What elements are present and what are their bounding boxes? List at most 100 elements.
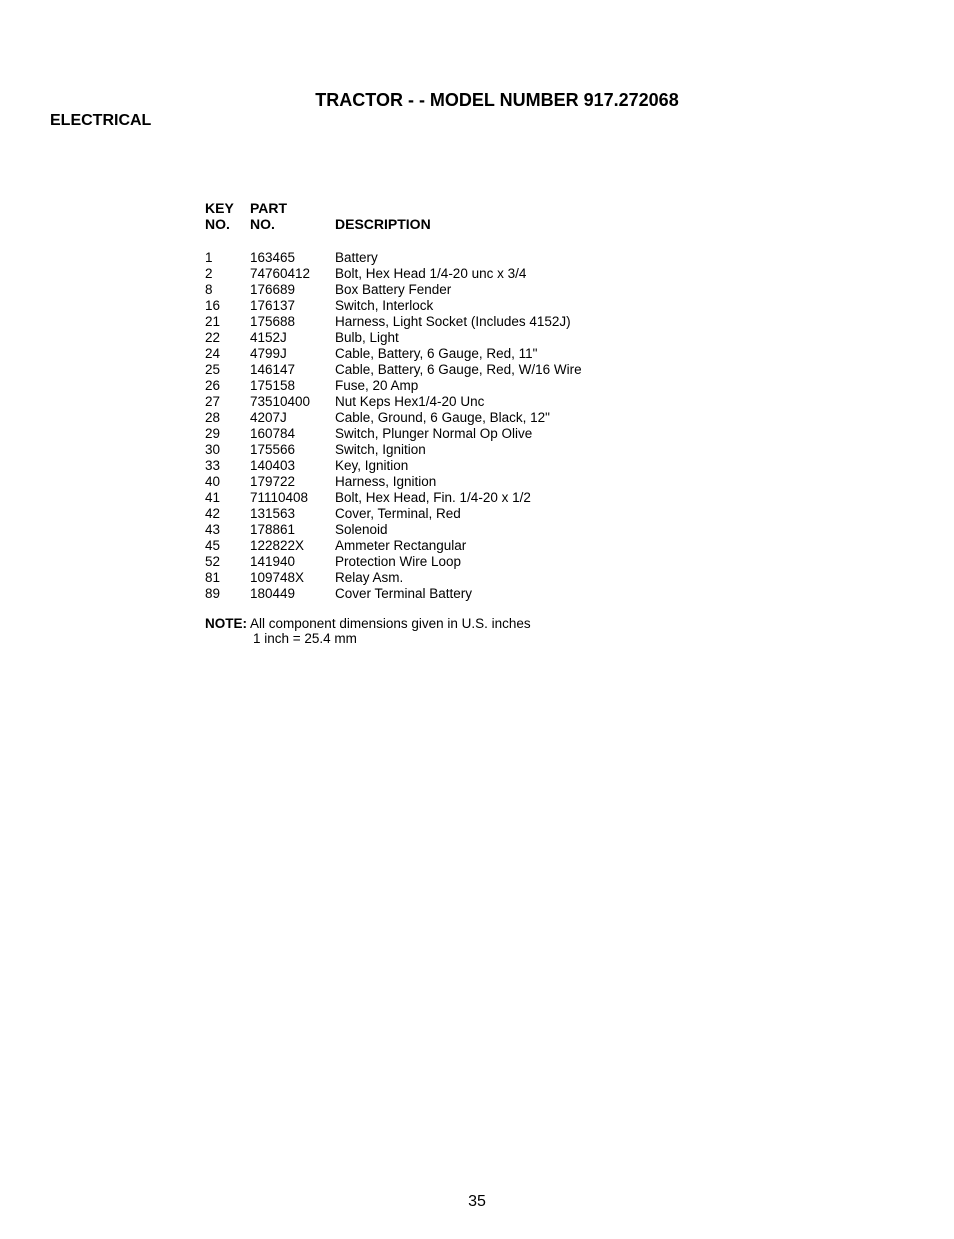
cell-desc: Bolt, Hex Head, Fin. 1/4-20 x 1/2	[335, 490, 675, 506]
cell-part: 163465	[250, 250, 335, 266]
table-row: 2773510400Nut Keps Hex1/4-20 Unc	[205, 394, 675, 410]
cell-part: 160784	[250, 426, 335, 442]
cell-key: 30	[205, 442, 250, 458]
cell-key: 16	[205, 298, 250, 314]
cell-desc: Harness, Light Socket (Includes 4152J)	[335, 314, 675, 330]
header-part-l1: PART	[250, 200, 335, 216]
cell-desc: Switch, Plunger Normal Op Olive	[335, 426, 675, 442]
cell-desc: Fuse, 20 Amp	[335, 378, 675, 394]
note-label: NOTE:	[205, 616, 247, 631]
cell-part: 176689	[250, 282, 335, 298]
table-row: 40179722Harness, Ignition	[205, 474, 675, 490]
cell-part: 146147	[250, 362, 335, 378]
cell-desc: Ammeter Rectangular	[335, 538, 675, 554]
cell-desc: Cable, Ground, 6 Gauge, Black, 12"	[335, 410, 675, 426]
table-row: 43178861Solenoid	[205, 522, 675, 538]
table-row: 42131563Cover, Terminal, Red	[205, 506, 675, 522]
cell-key: 43	[205, 522, 250, 538]
header-part-l2: NO.	[250, 216, 335, 232]
cell-desc: Cable, Battery, 6 Gauge, Red, W/16 Wire	[335, 362, 675, 378]
cell-key: 21	[205, 314, 250, 330]
cell-desc: Box Battery Fender	[335, 282, 675, 298]
cell-key: 41	[205, 490, 250, 506]
table-row: 45122822XAmmeter Rectangular	[205, 538, 675, 554]
cell-desc: Nut Keps Hex1/4-20 Unc	[335, 394, 675, 410]
cell-part: 73510400	[250, 394, 335, 410]
header-desc: DESCRIPTION	[335, 200, 675, 232]
cell-part: 71110408	[250, 490, 335, 506]
cell-desc: Cable, Battery, 6 Gauge, Red, 11"	[335, 346, 675, 362]
cell-part: 131563	[250, 506, 335, 522]
table-row: 284207JCable, Ground, 6 Gauge, Black, 12…	[205, 410, 675, 426]
table-row: 30175566Switch, Ignition	[205, 442, 675, 458]
note-block: NOTE: All component dimensions given in …	[205, 616, 675, 646]
cell-part: 175158	[250, 378, 335, 394]
parts-table: KEY NO. PART NO. DESCRIPTION 1163465Batt…	[205, 200, 675, 646]
cell-desc: Switch, Interlock	[335, 298, 675, 314]
cell-desc: Key, Ignition	[335, 458, 675, 474]
cell-key: 25	[205, 362, 250, 378]
cell-desc: Harness, Ignition	[335, 474, 675, 490]
cell-part: 74760412	[250, 266, 335, 282]
page-title: TRACTOR - - MODEL NUMBER 917.272068	[40, 90, 954, 111]
cell-key: 22	[205, 330, 250, 346]
cell-part: 179722	[250, 474, 335, 490]
cell-desc: Solenoid	[335, 522, 675, 538]
page: TRACTOR - - MODEL NUMBER 917.272068 ELEC…	[0, 0, 954, 1239]
header-key-l1: KEY	[205, 200, 250, 216]
cell-part: 141940	[250, 554, 335, 570]
cell-key: 1	[205, 250, 250, 266]
table-row: 1163465Battery	[205, 250, 675, 266]
header-key-l2: NO.	[205, 216, 250, 232]
cell-desc: Bolt, Hex Head 1/4-20 unc x 3/4	[335, 266, 675, 282]
table-row: 33140403Key, Ignition	[205, 458, 675, 474]
cell-key: 24	[205, 346, 250, 362]
cell-key: 33	[205, 458, 250, 474]
table-row: 81109748XRelay Asm.	[205, 570, 675, 586]
cell-key: 89	[205, 586, 250, 602]
table-header: KEY NO. PART NO. DESCRIPTION	[205, 200, 675, 232]
cell-key: 42	[205, 506, 250, 522]
cell-desc: Cover Terminal Battery	[335, 586, 675, 602]
table-row: 16176137Switch, Interlock	[205, 298, 675, 314]
cell-part: 175688	[250, 314, 335, 330]
table-row: 224152JBulb, Light	[205, 330, 675, 346]
cell-key: 45	[205, 538, 250, 554]
table-row: 8176689Box Battery Fender	[205, 282, 675, 298]
header-part: PART NO.	[250, 200, 335, 232]
cell-key: 26	[205, 378, 250, 394]
cell-desc: Cover, Terminal, Red	[335, 506, 675, 522]
cell-part: 140403	[250, 458, 335, 474]
note-line2: 1 inch = 25.4 mm	[253, 631, 675, 646]
cell-desc: Protection Wire Loop	[335, 554, 675, 570]
note-line1: NOTE: All component dimensions given in …	[205, 616, 675, 631]
cell-key: 8	[205, 282, 250, 298]
table-row: 26175158Fuse, 20 Amp	[205, 378, 675, 394]
header-key: KEY NO.	[205, 200, 250, 232]
note-text: All component dimensions given in U.S. i…	[250, 616, 531, 631]
header-desc-label: DESCRIPTION	[335, 216, 431, 232]
cell-part: 4799J	[250, 346, 335, 362]
table-row: 29160784Switch, Plunger Normal Op Olive	[205, 426, 675, 442]
table-body: 1163465Battery274760412Bolt, Hex Head 1/…	[205, 250, 675, 602]
cell-desc: Switch, Ignition	[335, 442, 675, 458]
table-row: 52141940Protection Wire Loop	[205, 554, 675, 570]
cell-part: 122822X	[250, 538, 335, 554]
cell-part: 4152J	[250, 330, 335, 346]
cell-desc: Bulb, Light	[335, 330, 675, 346]
page-number: 35	[0, 1193, 954, 1211]
cell-desc: Battery	[335, 250, 675, 266]
table-row: 21175688Harness, Light Socket (Includes …	[205, 314, 675, 330]
cell-part: 175566	[250, 442, 335, 458]
cell-key: 40	[205, 474, 250, 490]
cell-desc: Relay Asm.	[335, 570, 675, 586]
cell-key: 81	[205, 570, 250, 586]
table-row: 89180449Cover Terminal Battery	[205, 586, 675, 602]
cell-key: 27	[205, 394, 250, 410]
table-row: 25146147Cable, Battery, 6 Gauge, Red, W/…	[205, 362, 675, 378]
cell-key: 29	[205, 426, 250, 442]
table-row: 244799JCable, Battery, 6 Gauge, Red, 11"	[205, 346, 675, 362]
cell-part: 176137	[250, 298, 335, 314]
cell-part: 4207J	[250, 410, 335, 426]
cell-key: 52	[205, 554, 250, 570]
